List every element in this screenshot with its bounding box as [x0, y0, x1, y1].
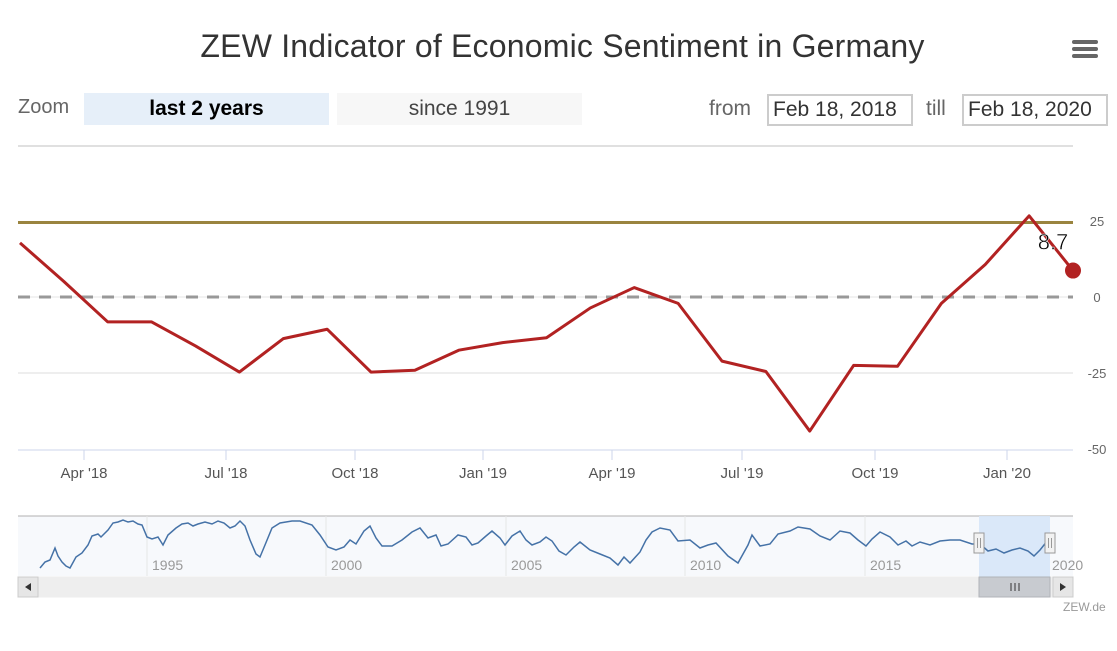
navigator-year-label: 2010: [690, 557, 721, 573]
from-label: from: [709, 97, 751, 120]
navigator-year-label: 2000: [331, 557, 362, 573]
x-tick-label: Oct '19: [851, 465, 898, 482]
zoom-last-2-years-button[interactable]: last 2 years: [84, 93, 329, 125]
zoom-label: Zoom: [18, 96, 70, 118]
y-tick-label: 25: [1090, 214, 1104, 229]
y-tick-label: 0: [1093, 290, 1100, 305]
navigator-year-label: 2020: [1052, 557, 1083, 573]
x-tick-label: Jan '19: [459, 465, 507, 482]
y-tick-label: -25: [1088, 366, 1107, 381]
scrollbar-track[interactable]: [17, 576, 1074, 598]
x-tick-label: Jul '18: [205, 465, 248, 482]
navigator-left-handle[interactable]: [973, 532, 985, 554]
credit-link[interactable]: ZEW.de: [1063, 600, 1106, 614]
from-date-input[interactable]: Feb 18, 2018: [767, 94, 913, 126]
zoom-since-1991-button[interactable]: since 1991: [337, 93, 582, 125]
till-date-input[interactable]: Feb 18, 2020: [962, 94, 1108, 126]
arrow-right-icon: [1060, 583, 1066, 591]
navigator-year-label: 1995: [152, 557, 183, 573]
data-label: 8.7: [1038, 230, 1069, 255]
series-line: [19, 214, 1075, 433]
x-tick-label: Apr '18: [60, 465, 107, 482]
navigator-right-handle[interactable]: [1044, 532, 1056, 554]
x-tick-label: Jul '19: [721, 465, 764, 482]
chart-title: ZEW Indicator of Economic Sentiment in G…: [200, 28, 925, 64]
x-tick-label: Jan '20: [983, 465, 1031, 482]
y-tick-label: -50: [1088, 442, 1107, 457]
x-tick-label: Apr '19: [588, 465, 635, 482]
till-label: till: [926, 97, 946, 120]
navigator-year-label: 2015: [870, 557, 901, 573]
x-tick-label: Oct '18: [331, 465, 378, 482]
hamburger-menu-icon[interactable]: [1072, 40, 1100, 66]
last-data-point-marker: [1065, 262, 1081, 279]
navigator-year-label: 2005: [511, 557, 542, 573]
navigator-series-line: [39, 519, 1049, 569]
arrow-left-icon: [25, 583, 31, 591]
